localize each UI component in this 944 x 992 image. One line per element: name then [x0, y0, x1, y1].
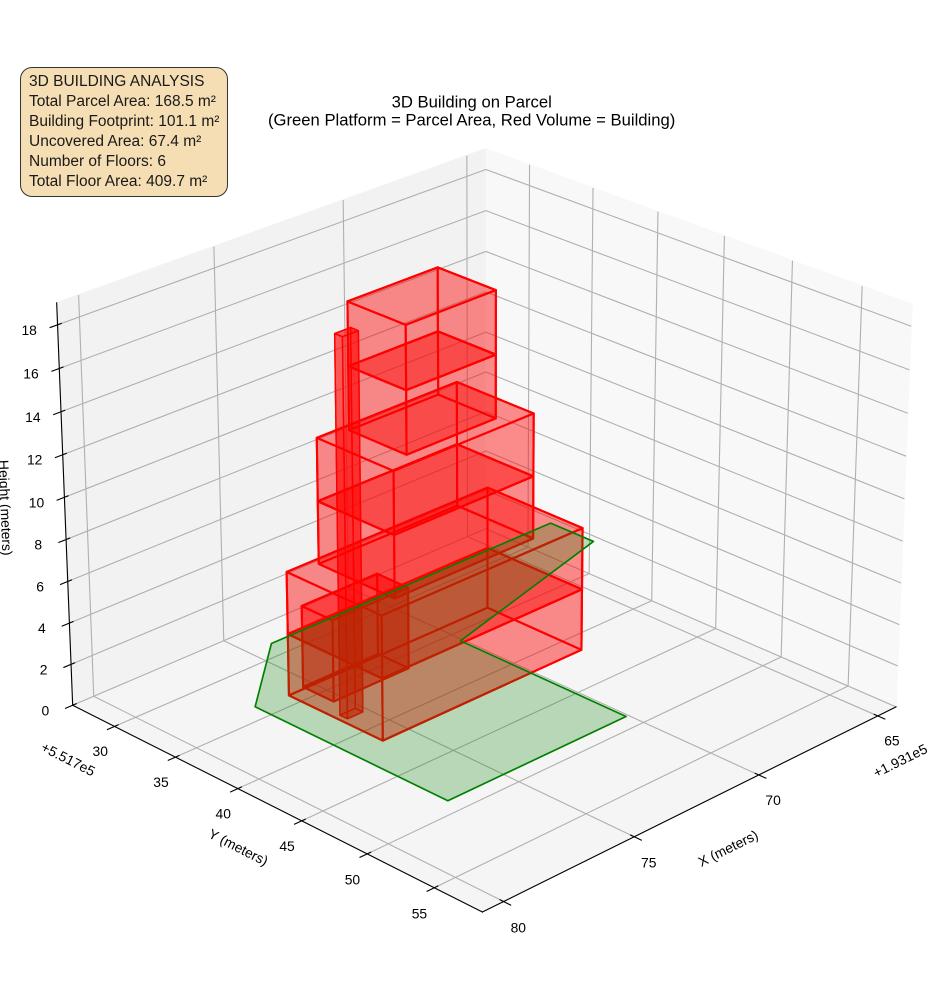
svg-text:45: 45 [279, 838, 295, 854]
svg-text:3D Building on Parcel: 3D Building on Parcel [392, 93, 552, 112]
svg-text:50: 50 [345, 871, 361, 887]
svg-text:0: 0 [41, 702, 49, 718]
svg-text:14: 14 [25, 409, 41, 425]
svg-text:10: 10 [29, 494, 45, 510]
svg-text:65: 65 [884, 732, 900, 748]
svg-text:(Green Platform = Parcel Area,: (Green Platform = Parcel Area, Red Volum… [268, 111, 675, 130]
svg-text:4: 4 [38, 620, 46, 636]
svg-text:30: 30 [92, 743, 108, 759]
svg-text:55: 55 [412, 906, 428, 922]
svg-text:80: 80 [511, 920, 527, 936]
svg-text:70: 70 [765, 792, 781, 808]
svg-text:18: 18 [21, 322, 37, 338]
svg-text:2: 2 [40, 661, 48, 677]
svg-text:16: 16 [23, 365, 39, 381]
svg-text:12: 12 [27, 452, 43, 468]
svg-text:8: 8 [34, 537, 42, 553]
svg-text:40: 40 [216, 806, 232, 822]
svg-text:35: 35 [153, 774, 169, 790]
svg-text:6: 6 [36, 579, 44, 595]
svg-text:75: 75 [641, 854, 657, 870]
